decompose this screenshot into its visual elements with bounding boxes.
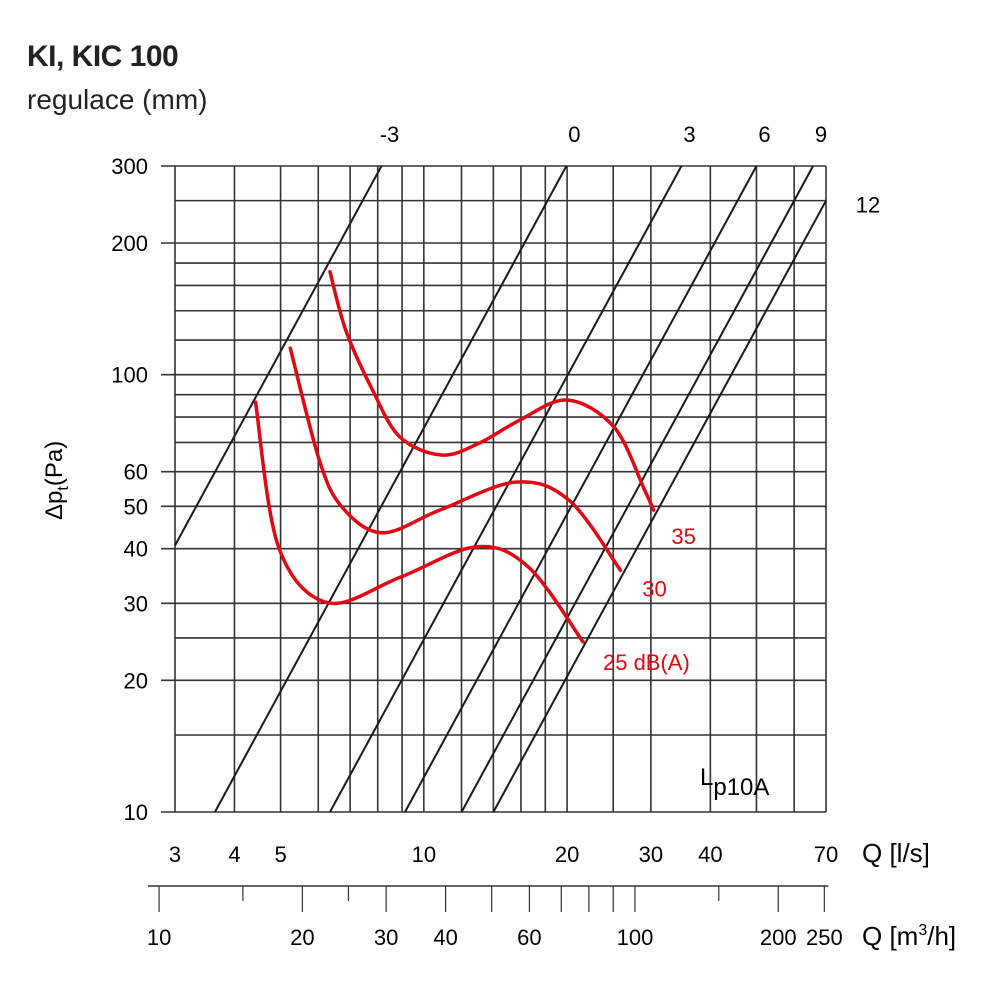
- noise-curves: 35 30 25 dB(A): [253, 269, 696, 675]
- noise-curve-25: [253, 400, 585, 644]
- chart-subtitle: regulace (mm): [27, 84, 208, 115]
- x2-tick-label: 200: [760, 925, 797, 950]
- x-tick-label: 70: [814, 842, 838, 867]
- x-tick-label: 10: [412, 842, 436, 867]
- noise-curve-label: 30: [642, 576, 666, 601]
- x2-tick-label: 10: [147, 925, 171, 950]
- x2-tick-label: 20: [290, 925, 314, 950]
- y-tick-label: 40: [124, 537, 148, 562]
- x-tick-label: 4: [228, 842, 240, 867]
- regulation-line: [174, 165, 383, 546]
- regulation-line-label: -3: [380, 122, 400, 147]
- x-tick-label: 40: [698, 842, 722, 867]
- axis-labels: 10 20 30 40 50 60 100 200 300 3 4 5 10 20 30 40 70 10 20 30…: [111, 154, 842, 950]
- regulation-line-label: 9: [815, 122, 827, 147]
- regulation-line-label: 3: [683, 122, 695, 147]
- noise-curve-35: [328, 269, 656, 512]
- regulation-line-label: 12: [856, 193, 880, 218]
- x2-tick-label: 100: [617, 925, 654, 950]
- regulation-line-label: 0: [568, 122, 580, 147]
- x2-tick-label: 30: [374, 925, 398, 950]
- noise-curve-label: 25 dB(A): [603, 650, 690, 675]
- x2-tick-label: 40: [433, 925, 457, 950]
- x-axis-label: Q [l/s]: [862, 838, 930, 868]
- y-tick-label: 50: [124, 494, 148, 519]
- x-tick-label: 20: [555, 842, 579, 867]
- noise-curve-30: [288, 346, 623, 573]
- x2-tick-label: 60: [517, 925, 541, 950]
- y-tick-label: 10: [124, 800, 148, 825]
- x-tick-label: 5: [274, 842, 286, 867]
- x-tick-label: 3: [169, 842, 181, 867]
- y-axis-label: Δpt(Pa): [41, 441, 72, 520]
- regulation-lines: -3 0 3 6 9 12: [174, 122, 880, 813]
- x2-axis-label: Q [m3/h]: [862, 921, 956, 951]
- y-tick-label: 60: [124, 460, 148, 485]
- regulation-line: [214, 165, 568, 813]
- x2-tick-label: 250: [806, 925, 843, 950]
- y-tick-label: 300: [111, 154, 148, 179]
- regulation-line: [404, 165, 758, 813]
- y-tick-label: 30: [124, 591, 148, 616]
- regulation-line-label: 6: [758, 122, 770, 147]
- y-tick-label: 20: [124, 668, 148, 693]
- chart-title: KI, KIC 100: [27, 40, 179, 73]
- regulation-line: [492, 200, 827, 813]
- noise-curve-label: 35: [671, 524, 695, 549]
- x-tick-label: 30: [639, 842, 663, 867]
- y-tick-label: 200: [111, 231, 148, 256]
- y-tick-label: 100: [111, 363, 148, 388]
- regulation-line: [329, 165, 683, 813]
- regulation-line: [460, 165, 814, 813]
